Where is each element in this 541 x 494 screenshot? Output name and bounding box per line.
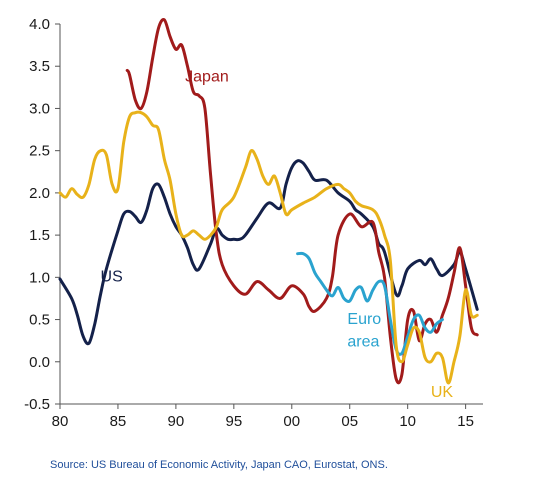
chart-series (58, 18, 479, 385)
y-tick-label: 0.5 (29, 312, 50, 329)
series-label-us: US (101, 269, 123, 286)
x-tick-label: 85 (110, 413, 127, 430)
series-line-uk (58, 110, 479, 385)
x-tick-label: 80 (52, 413, 69, 430)
y-tick-label: 2.5 (29, 143, 50, 160)
chart-series-labels: Japan US Euro area UK (101, 68, 454, 401)
x-tick-label: 00 (283, 413, 300, 430)
x-tick-label: 05 (341, 413, 358, 430)
series-label-uk: UK (431, 384, 454, 401)
chart-axes: -0.5 0.0 0.5 1.0 1.5 2.0 2.5 3.0 3.5 4.0 80 85 90 95 0… (24, 16, 483, 430)
series-label-euro: Euro (347, 311, 381, 328)
y-tick-label: 4.0 (29, 16, 50, 33)
y-tick-label: 1.0 (29, 269, 50, 286)
x-tick-label: 90 (168, 413, 185, 430)
x-tick-label: 10 (399, 413, 416, 430)
y-tick-label: 3.0 (29, 100, 50, 117)
series-line-japan (125, 18, 479, 385)
source-note: Source: US Bureau of Economic Activity, … (50, 459, 388, 471)
series-label-japan: Japan (185, 68, 229, 85)
series-line-us (58, 159, 479, 346)
y-tick-label: 0.0 (29, 354, 50, 371)
series-label-euro: area (347, 334, 379, 351)
y-tick-label: 1.5 (29, 227, 50, 244)
y-tick-label: 3.5 (29, 58, 50, 75)
y-tick-label: 2.0 (29, 185, 50, 202)
x-tick-label: 95 (225, 413, 242, 430)
x-tick-label: 15 (457, 413, 474, 430)
series-line-euro (296, 251, 444, 356)
y-tick-label: -0.5 (24, 396, 50, 413)
